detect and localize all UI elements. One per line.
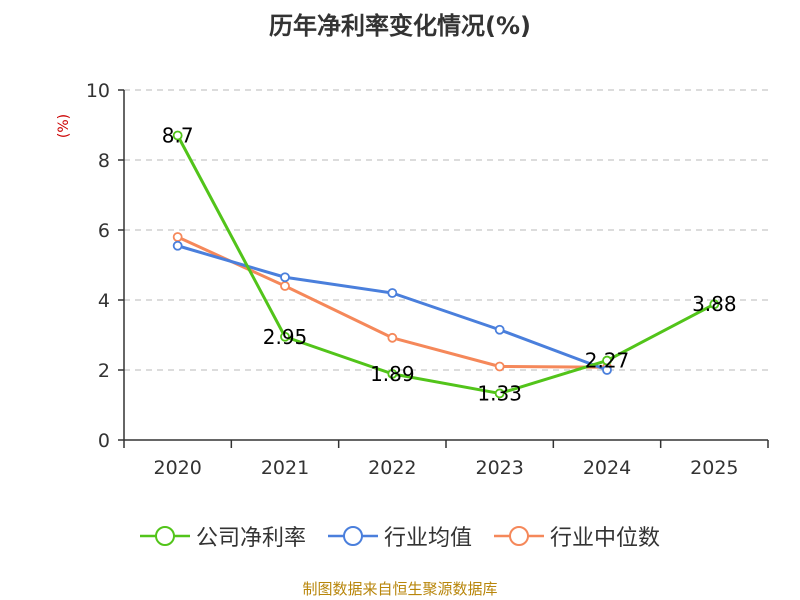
chart-title: 历年净利率变化情况(%) — [269, 12, 531, 40]
data-point — [280, 272, 290, 283]
legend-item[interactable]: 行业中位数 — [494, 520, 660, 552]
series-0 — [172, 130, 720, 399]
legend-circle — [509, 526, 529, 546]
legend-label: 公司净利率 — [195, 526, 306, 551]
series-1 — [172, 240, 612, 375]
data-point — [387, 368, 398, 379]
data-point — [172, 130, 183, 141]
series-line — [177, 244, 608, 372]
y-tick-label: 0 — [98, 430, 110, 452]
data-point — [280, 331, 290, 342]
x-tick-label: 2023 — [475, 457, 523, 479]
data-label: 2.95 — [263, 325, 308, 349]
x-tick-label: 2025 — [690, 457, 738, 479]
data-point — [494, 361, 505, 372]
data-label: 1.89 — [370, 362, 415, 386]
series-layer — [172, 130, 720, 399]
legend-marker-icon — [327, 526, 378, 546]
data-point — [494, 388, 505, 399]
y-axis-label: (%) — [56, 114, 72, 138]
series-line — [176, 134, 716, 395]
data-point — [172, 232, 183, 242]
grid-layer — [124, 89, 768, 371]
legend-circle — [154, 526, 175, 546]
y-tick-label: 2 — [98, 360, 110, 382]
data-point — [387, 288, 398, 298]
legend-label: 行业均值 — [383, 526, 472, 551]
legend-item[interactable]: 行业均值 — [327, 520, 472, 552]
legend-label: 行业中位数 — [550, 526, 661, 551]
data-point — [494, 324, 505, 335]
data-point — [602, 355, 612, 366]
data-label: 2.27 — [585, 349, 630, 373]
legend-item[interactable]: 公司净利率 — [139, 520, 306, 552]
x-tick-label: 2021 — [261, 457, 309, 479]
source-note: 制图数据来自恒生聚源数据库 — [302, 580, 498, 598]
data-label: 3.88 — [692, 292, 737, 316]
data-point — [172, 240, 183, 251]
legend-marker-icon — [139, 526, 190, 546]
y-tick-label: 4 — [98, 290, 110, 312]
data-point — [709, 299, 720, 310]
data-point — [602, 365, 612, 375]
label-layer: 8.7 2.95 1.89 1.33 2.27 3.88 — [162, 124, 737, 406]
data-point — [280, 281, 290, 291]
legend: 公司净利率 行业均值 行业中位数 — [0, 520, 800, 552]
data-point — [387, 332, 398, 343]
data-label: 8.7 — [162, 124, 194, 148]
legend-marker-icon — [494, 526, 544, 546]
y-tick-label: 10 — [86, 80, 110, 102]
axis-layer: 0 2 4 6 8 10 2020 2021 2022 2023 2024 2025 — [86, 80, 769, 479]
x-tick-label: 2020 — [153, 457, 201, 479]
y-tick-label: 8 — [98, 150, 110, 172]
x-tick-label: 2024 — [583, 457, 631, 479]
data-label: 1.33 — [477, 381, 522, 405]
y-tick-label: 6 — [98, 220, 110, 242]
x-tick-label: 2022 — [368, 457, 416, 479]
legend-circle — [342, 526, 363, 546]
